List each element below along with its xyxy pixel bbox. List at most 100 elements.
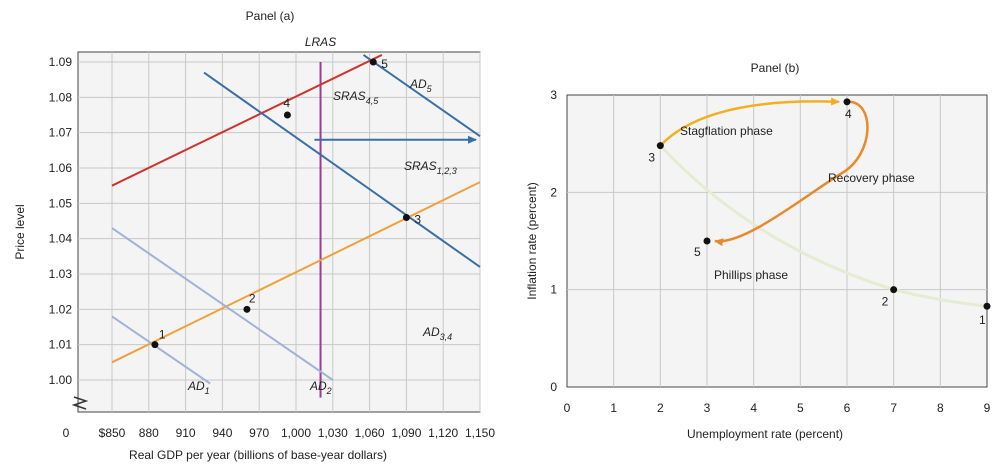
- point-2: [243, 305, 251, 313]
- panel-a-plot-area: [77, 51, 481, 413]
- point-5: [703, 237, 711, 245]
- ad5-label-main: AD: [409, 77, 427, 91]
- x-tick-label: $850: [99, 426, 126, 440]
- y-tick-label: 1.00: [49, 373, 73, 387]
- panel-b-curves: [659, 97, 988, 308]
- sras45-curve: [111, 54, 383, 187]
- panel-a-x-origin-label: 0: [63, 426, 70, 440]
- y-tick-label: 3: [550, 88, 557, 102]
- y-tick-label: 1.06: [49, 161, 73, 175]
- y-tick-label: 0: [550, 380, 557, 394]
- ad34-label: AD3,4: [422, 325, 452, 342]
- sras123-label-main: SRAS: [404, 159, 437, 173]
- point-1-label: 1: [979, 313, 986, 327]
- panel-b: Panel (b) 0 1 2 3 4 5 6 7 8 9 0 1 2 3 1 2 3 4 5 Stagflati…: [525, 61, 991, 441]
- x-tick-label: 6: [844, 401, 851, 415]
- point-2-label: 2: [249, 291, 256, 305]
- phillips-phase-label: Phillips phase: [714, 268, 788, 282]
- y-tick-label: 1.02: [49, 302, 73, 316]
- panel-a-y-axis-title: Price level: [13, 204, 27, 259]
- y-tick-label: 1.04: [49, 232, 73, 246]
- point-3: [402, 213, 410, 221]
- ad2-label-main: AD: [309, 379, 327, 393]
- y-tick-label: 1.03: [49, 267, 73, 281]
- ad5-curve: [362, 54, 481, 138]
- point-1-label: 1: [159, 328, 166, 342]
- point-3: [656, 142, 664, 150]
- ad1-label-sub: 1: [205, 386, 210, 396]
- sras123-label: SRAS1,2,3: [404, 159, 457, 176]
- x-tick-label: 1,150: [465, 426, 495, 440]
- ad34-curve: [203, 71, 481, 268]
- ad5-label: AD5: [409, 77, 433, 94]
- point-1: [983, 302, 991, 310]
- stagflation-phase-curve: [659, 97, 840, 147]
- panel-b-title: Panel (b): [751, 61, 800, 75]
- x-tick-label: 3: [704, 401, 711, 415]
- x-tick-label: 1,120: [428, 426, 458, 440]
- y-tick-label: 1.01: [49, 338, 73, 352]
- stagflation-phase-label: Stagflation phase: [680, 124, 773, 138]
- x-tick-label: 5: [797, 401, 804, 415]
- x-tick-label: 940: [212, 426, 232, 440]
- sras123-label-sub: 1,2,3: [437, 166, 457, 176]
- x-tick-label: 9: [984, 401, 991, 415]
- recovery-phase-label: Recovery phase: [828, 171, 915, 185]
- sras45-label-sub: 4,5: [366, 96, 380, 106]
- y-tick-label: 1: [550, 283, 557, 297]
- ad2-label: AD2: [309, 379, 332, 396]
- x-tick-label: 910: [176, 426, 196, 440]
- panel-a-x-axis-title: Real GDP per year (billions of base-year…: [129, 448, 387, 462]
- x-tick-label: 970: [249, 426, 269, 440]
- ad34-label-main: AD: [422, 325, 440, 339]
- panel-a-title: Panel (a): [246, 9, 295, 23]
- x-tick-label: 8: [937, 401, 944, 415]
- ad34-label-sub: 3,4: [440, 332, 453, 342]
- point-4-label: 4: [283, 96, 290, 110]
- point-4-label: 4: [845, 107, 852, 121]
- x-tick-label: 0: [564, 401, 571, 415]
- y-tick-label: 1.07: [49, 126, 73, 140]
- point-4: [843, 98, 851, 106]
- ad1-curve: [111, 315, 211, 385]
- panel-a: Panel (a) $850 880 910 940 970 1,000 1,030 1,06…: [13, 9, 495, 462]
- x-tick-label: 1: [610, 401, 617, 415]
- point-5-label: 5: [381, 57, 388, 71]
- point-2: [890, 286, 898, 294]
- y-tick-label: 1.09: [49, 55, 73, 69]
- y-tick-label: 1.05: [49, 196, 73, 210]
- ad5-label-sub: 5: [427, 84, 433, 94]
- point-5-label: 5: [694, 245, 701, 259]
- phillips-phase-curve: [659, 144, 988, 308]
- x-tick-label: 1,090: [391, 426, 421, 440]
- point-4: [283, 111, 291, 119]
- ad1-label-main: AD: [187, 379, 205, 393]
- panel-a-points: 1 2 3 4 5: [151, 57, 421, 349]
- point-3-label: 3: [648, 151, 655, 165]
- ad1-label: AD1: [187, 379, 210, 396]
- recovery-phase-curve: [714, 100, 869, 247]
- sras45-label: SRAS4,5: [333, 89, 379, 106]
- ad2-curve: [111, 227, 334, 381]
- ad2-label-sub: 2: [326, 386, 332, 396]
- point-3-label: 3: [414, 212, 421, 226]
- lras-label: LRAS: [305, 35, 336, 49]
- y-tick-label: 1.08: [49, 90, 73, 104]
- x-tick-label: 1,060: [355, 426, 385, 440]
- panel-b-y-axis-title: Inflation rate (percent): [525, 182, 539, 299]
- panel-b-x-axis-title: Unemployment rate (percent): [687, 427, 843, 441]
- panel-a-curves: [111, 54, 481, 398]
- sras45-label-main: SRAS: [333, 89, 366, 103]
- sras123-curve: [111, 181, 481, 364]
- panel-b-plot-area: [566, 94, 988, 388]
- x-tick-label: 2: [657, 401, 664, 415]
- x-tick-label: 1,030: [318, 426, 348, 440]
- x-tick-label: 4: [750, 401, 757, 415]
- point-5: [369, 58, 377, 66]
- y-tick-label: 2: [550, 185, 557, 199]
- axis-break-mark: [71, 396, 89, 410]
- panel-b-points: 1 2 3 4 5: [648, 98, 991, 327]
- x-tick-label: 880: [139, 426, 159, 440]
- panel-a-grid: $850 880 910 940 970 1,000 1,030 1,060 1,090 1,12…: [49, 52, 495, 440]
